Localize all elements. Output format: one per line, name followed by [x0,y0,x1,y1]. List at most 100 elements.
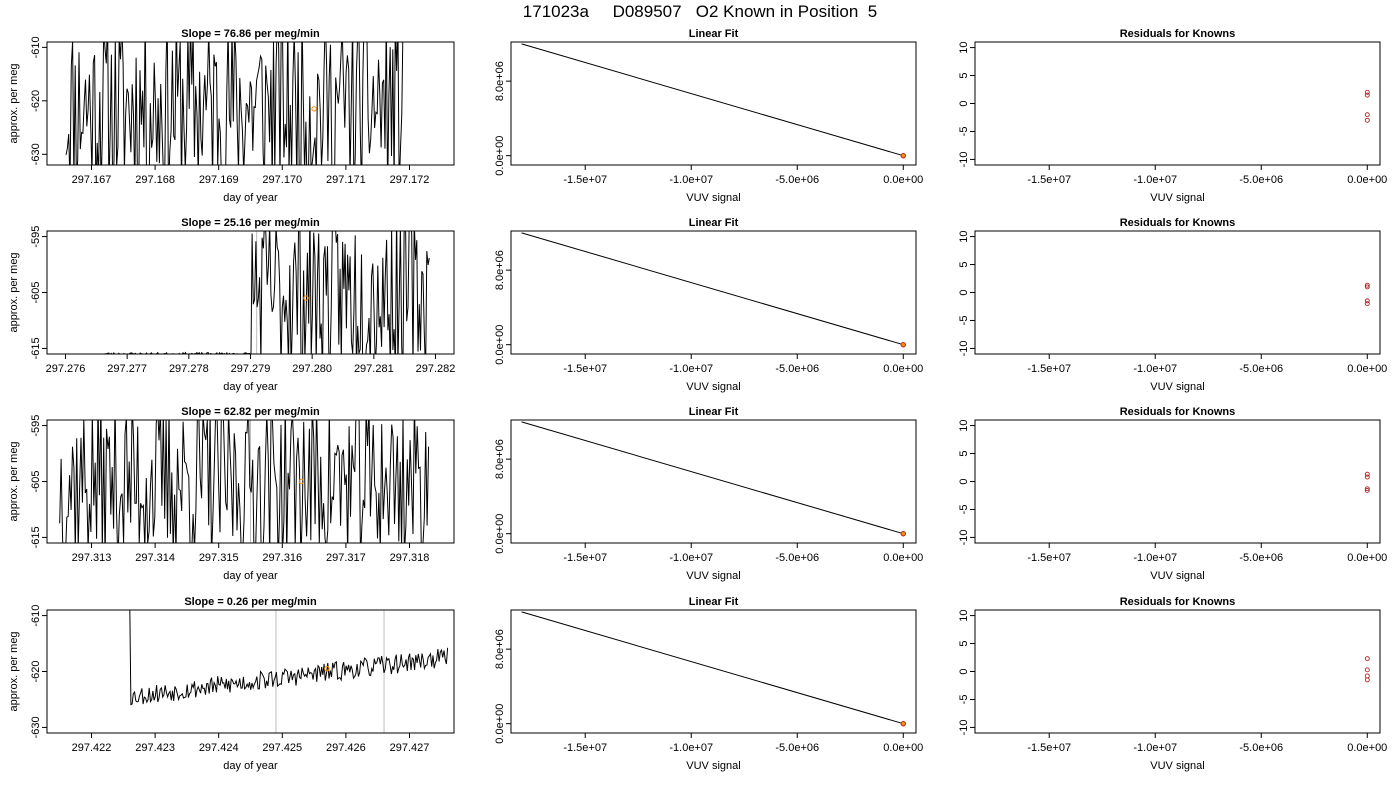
plot-frame [974,230,1381,355]
series-line [59,420,430,543]
chart-title: Slope = 62.82 per meg/min [181,406,320,418]
y-tick-label: -10 [958,340,970,356]
x-tick-label: 0.0e+00 [1347,363,1387,375]
y-tick-label: -610 [30,36,42,58]
plot-area [59,420,430,543]
x-tick-label: 297.276 [46,363,86,375]
x-tick-label: -1.0e+07 [1133,552,1177,564]
plot-frame [510,230,917,355]
y-tick-label: 8.0e+06 [494,629,506,669]
y-tick-label: 10 [958,41,970,53]
x-axis-label: VUV signal [686,570,740,582]
x-axis-label: VUV signal [686,760,740,772]
marker-point [303,295,309,301]
x-axis-label: VUV signal [686,381,740,393]
chart-panel-time-series-row-4: Slope = 0.26 per meg/min 297.422 297.423 29… [8,596,455,772]
x-tick-label: -1.0e+07 [669,363,713,375]
x-tick-label: -5.0e+06 [775,174,819,186]
fit-line [521,232,904,346]
chart-panel-linear-fit-row-4: Linear Fit -1.5e+07 -1.0e+07 -5.0e+06 0.0e+0… [494,596,923,772]
x-tick-label: 297.169 [199,174,239,186]
x-tick-label: -1.5e+07 [1027,552,1071,564]
x-tick-label: 297.424 [199,742,239,754]
y-axis-label: approx. per meg [8,631,20,711]
plot-area [521,232,906,348]
y-tick-label: -5 [958,505,970,515]
residual-point [1364,486,1370,492]
x-axis-label: day of year [223,381,278,393]
x-tick-label: 297.277 [107,363,147,375]
plot-area [103,231,430,354]
x-tick-label: -1.0e+07 [1133,174,1177,186]
known-point [900,153,906,159]
plot-frame [46,609,455,734]
x-tick-label: 297.278 [169,363,209,375]
y-tick-label: 5 [958,72,970,78]
x-axis-label: VUV signal [686,192,740,204]
fit-line [521,43,904,157]
series-line [129,610,449,706]
y-tick-label: 5 [958,640,970,646]
residual-point [1364,474,1370,480]
x-tick-label: 297.422 [72,742,112,754]
residual-point [1364,282,1370,288]
x-tick-label: 297.318 [390,552,430,564]
marker-point [298,478,305,485]
residual-point [1364,677,1370,683]
chart-panel-time-series-row-3: Slope = 62.82 per meg/min 297.313 297.314 2… [8,406,455,582]
chart-title: Slope = 25.16 per meg/min [181,217,320,229]
x-tick-label: 297.315 [199,552,239,564]
x-tick-label: -1.5e+07 [1027,174,1071,186]
chart-panel-residuals-row-3: Residuals for Knowns -1.5e+07 -1.0e+07 -5.0… [958,406,1387,582]
y-tick-label: 0.0e+00 [494,136,506,176]
x-tick-label: -5.0e+06 [1239,742,1283,754]
x-tick-label: 297.281 [354,363,394,375]
x-tick-label: 0.0e+00 [883,742,923,754]
y-tick-label: -595 [30,226,42,248]
chart-panel-linear-fit-row-3: Linear Fit -1.5e+07 -1.0e+07 -5.0e+06 0.0e+0… [494,406,923,582]
plot-frame [974,419,1381,544]
x-axis-label: VUV signal [1150,381,1204,393]
x-tick-label: -1.0e+07 [669,174,713,186]
plot-frame [510,609,917,734]
y-tick-label: 8.0e+06 [494,61,506,101]
marker-point [311,106,317,112]
y-tick-label: 0.0e+00 [494,704,506,744]
x-tick-label: 297.316 [262,552,302,564]
x-tick-label: -5.0e+06 [1239,174,1283,186]
x-tick-label: 297.314 [135,552,175,564]
residual-point [1364,471,1370,477]
chart-panel-time-series-row-1: Slope = 76.86 per meg/min 297.167 297.168 2… [8,28,455,204]
x-tick-label: -1.5e+07 [563,552,607,564]
y-tick-label: -5 [958,316,970,326]
y-tick-label: -620 [30,660,42,682]
x-tick-label: -5.0e+06 [775,363,819,375]
y-axis-label: approx. per meg [8,63,20,143]
chart-title: Residuals for Knowns [1120,217,1236,229]
y-tick-label: -5 [958,695,970,705]
x-tick-label: 297.282 [416,363,456,375]
chart-panel-residuals-row-4: Residuals for Knowns -1.5e+07 -1.0e+07 -5.0… [958,596,1387,772]
x-tick-label: 297.168 [135,174,175,186]
plot-area [521,43,906,159]
residual-point [1364,112,1370,118]
y-tick-label: -615 [30,526,42,548]
x-tick-label: -1.0e+07 [669,742,713,754]
x-tick-label: 0.0e+00 [883,363,923,375]
plot-frame [510,41,917,166]
x-tick-label: 297.280 [292,363,332,375]
residual-point [1364,487,1370,493]
y-tick-label: 0.0e+00 [494,514,506,554]
residual-point [1364,89,1370,95]
y-tick-label: 0.0e+00 [494,325,506,365]
y-tick-label: 10 [958,419,970,431]
x-axis-label: day of year [223,570,278,582]
x-tick-label: 0.0e+00 [1347,742,1387,754]
y-tick-label: -610 [30,605,42,627]
residual-point [1364,667,1370,673]
x-tick-label: 297.279 [231,363,271,375]
y-tick-label: -605 [30,281,42,303]
fit-line [521,421,904,535]
